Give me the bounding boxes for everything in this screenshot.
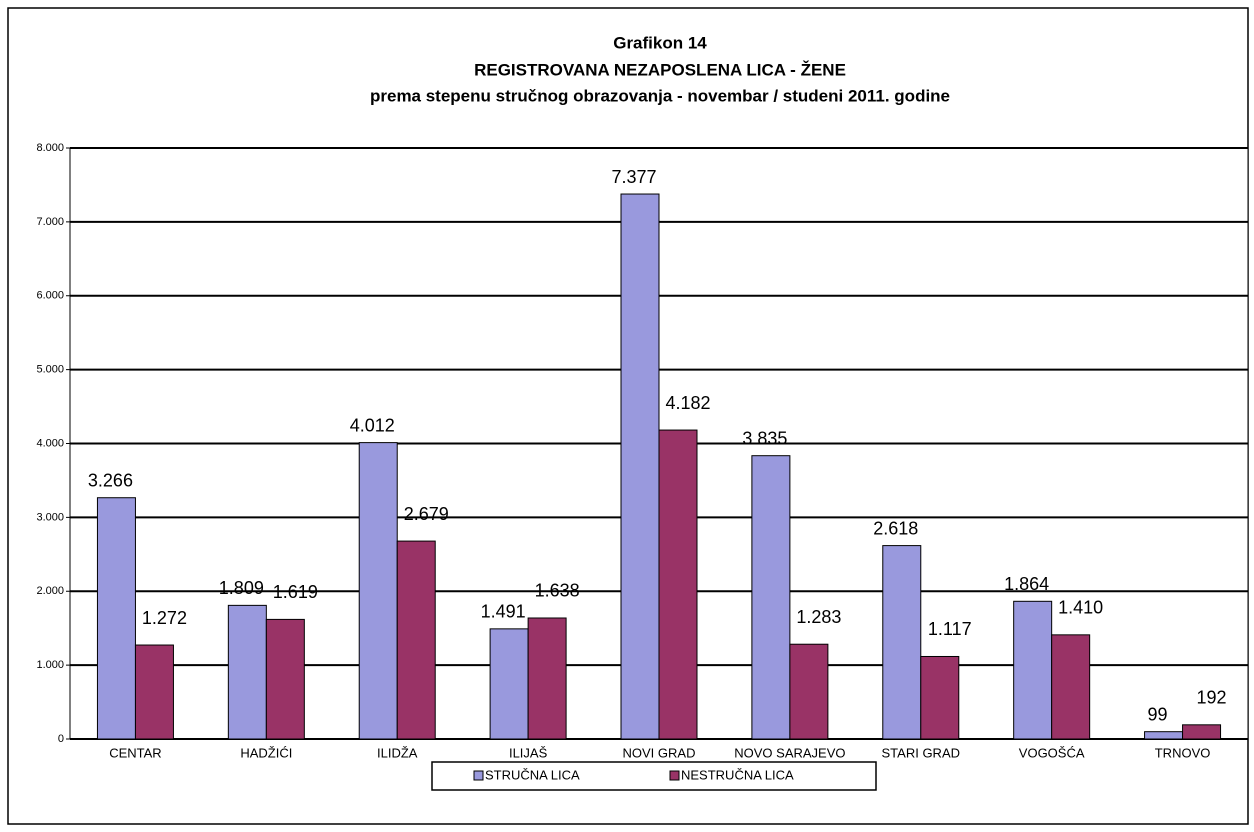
legend-label: STRUČNA LICA	[485, 767, 580, 782]
x-tick-label: NOVI GRAD	[623, 745, 696, 760]
bar	[134, 644, 174, 740]
value-label: 1.117	[928, 619, 972, 639]
bar	[227, 604, 267, 740]
value-label: 1.491	[481, 602, 526, 622]
bar	[751, 455, 791, 740]
bar	[265, 618, 305, 740]
value-label: 1.809	[219, 578, 264, 598]
value-label: 192	[1197, 688, 1227, 708]
value-label: 4.012	[350, 415, 395, 435]
bar	[1144, 731, 1184, 740]
value-label: 1.283	[796, 607, 841, 627]
bar	[527, 617, 567, 740]
y-tick-label: 2.000	[36, 585, 64, 597]
value-label: 3.266	[88, 470, 133, 490]
value-label: 2.618	[873, 518, 918, 538]
x-tick-label: VOGOŠĆA	[1019, 745, 1085, 760]
bar	[789, 643, 829, 740]
legend-box	[431, 761, 877, 791]
bar	[920, 655, 960, 740]
y-tick-label: 0	[58, 733, 64, 745]
bar	[489, 628, 529, 740]
legend-label: NESTRUČNA LICA	[681, 767, 794, 782]
y-tick-label: 4.000	[36, 437, 64, 449]
bar	[1182, 724, 1222, 740]
value-label: 1.619	[273, 582, 318, 602]
bar	[658, 429, 698, 740]
value-label: 99	[1148, 704, 1168, 724]
legend-swatch	[669, 770, 680, 781]
bar	[620, 193, 660, 740]
bar	[358, 442, 398, 740]
x-tick-label: HADŽIĆI	[240, 745, 292, 760]
y-tick-label: 3.000	[36, 511, 64, 523]
bar	[396, 540, 436, 740]
legend-swatch	[473, 770, 484, 781]
y-tick-label: 1.000	[36, 659, 64, 671]
x-tick-label: TRNOVO	[1155, 745, 1211, 760]
chart-title: Grafikon 14	[613, 33, 707, 52]
x-tick-label: NOVO SARAJEVO	[734, 745, 845, 760]
y-tick-label: 7.000	[36, 216, 64, 228]
chart-subtitle: REGISTROVANA NEZAPOSLENA LICA - ŽENE	[474, 60, 846, 79]
x-tick-label: ILIJAŠ	[509, 745, 548, 760]
value-label: 1.272	[142, 608, 187, 628]
bar	[882, 545, 922, 740]
bar	[96, 497, 136, 740]
x-tick-label: STARI GRAD	[882, 745, 961, 760]
y-tick-label: 8.000	[36, 142, 64, 154]
value-label: 4.182	[665, 393, 710, 413]
x-tick-label: ILIDŽA	[377, 745, 418, 760]
value-label: 1.638	[535, 581, 580, 601]
value-label: 7.377	[611, 167, 656, 187]
chart-subtitle: prema stepenu stručnog obrazovanja - nov…	[370, 86, 950, 105]
value-label: 1.864	[1004, 574, 1049, 594]
x-tick-label: CENTAR	[109, 745, 161, 760]
bar	[1013, 600, 1053, 740]
bar	[1051, 634, 1091, 740]
y-tick-label: 5.000	[36, 364, 64, 376]
y-tick-label: 6.000	[36, 290, 64, 302]
value-label: 2.679	[404, 504, 449, 524]
value-label: 3.835	[742, 428, 787, 448]
value-label: 1.410	[1058, 598, 1103, 618]
